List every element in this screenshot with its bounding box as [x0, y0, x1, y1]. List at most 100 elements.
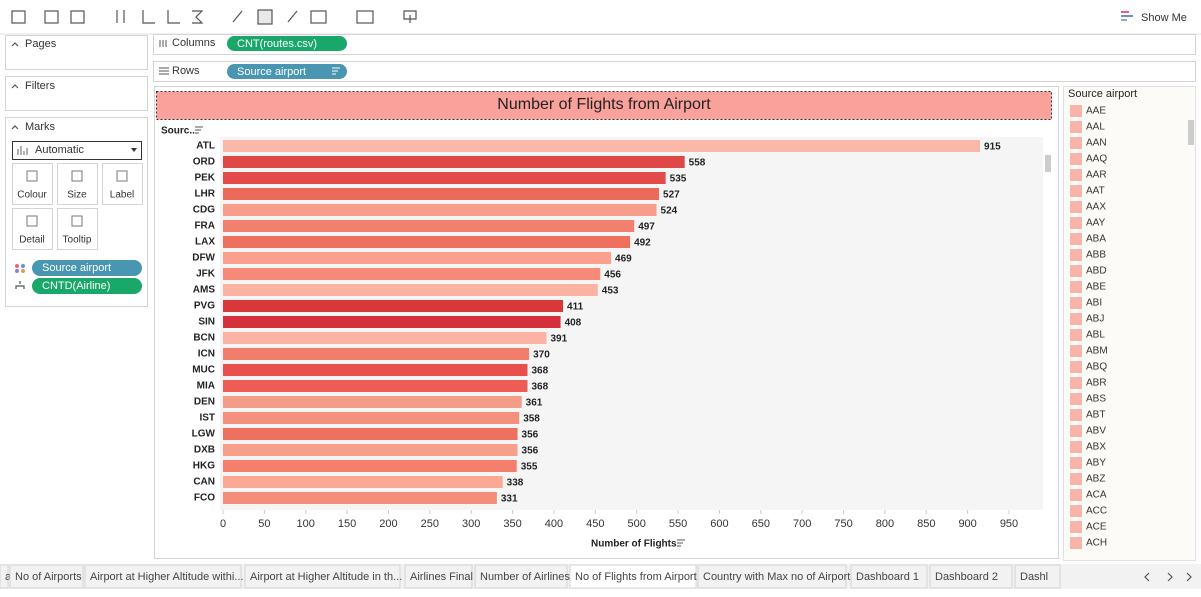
bar[interactable] — [223, 252, 612, 264]
legend-swatch[interactable] — [1070, 393, 1082, 405]
legend-label[interactable]: AAE — [1086, 106, 1106, 117]
legend-label[interactable]: AAN — [1086, 138, 1107, 149]
marks-button[interactable] — [102, 163, 143, 205]
legend-label[interactable]: ABX — [1086, 442, 1106, 453]
legend-swatch[interactable] — [1070, 425, 1082, 437]
legend-swatch[interactable] — [1070, 137, 1082, 149]
bar[interactable] — [223, 172, 666, 184]
sheet-tab[interactable] — [84, 564, 242, 589]
bar[interactable] — [223, 412, 520, 424]
legend-swatch[interactable] — [1070, 201, 1082, 213]
collapse-icon[interactable] — [11, 42, 19, 47]
pill[interactable] — [32, 260, 142, 276]
legend-label[interactable]: ABI — [1086, 298, 1102, 309]
bar[interactable] — [223, 140, 981, 152]
bar[interactable] — [223, 300, 564, 312]
legend-label[interactable]: ABD — [1086, 266, 1107, 277]
legend-label[interactable]: ACC — [1086, 506, 1107, 517]
legend-label[interactable]: ACH — [1086, 538, 1107, 549]
legend-swatch[interactable] — [1070, 329, 1082, 341]
legend-swatch[interactable] — [1070, 185, 1082, 197]
sheet-tab[interactable] — [0, 564, 9, 589]
show-me-icon[interactable] — [1121, 11, 1129, 13]
legend-swatch[interactable] — [1070, 345, 1082, 357]
legend-label[interactable]: AAL — [1086, 122, 1105, 133]
legend-swatch[interactable] — [1070, 153, 1082, 165]
bar[interactable] — [223, 268, 601, 280]
marks-button[interactable] — [57, 208, 98, 250]
legend-swatch[interactable] — [1070, 537, 1082, 549]
legend-label[interactable]: ABS — [1086, 394, 1106, 405]
show-me-button[interactable]: Show Me — [1141, 12, 1187, 24]
legend-label[interactable]: ABZ — [1086, 474, 1105, 485]
collapse-icon[interactable] — [11, 125, 19, 130]
sheet-tab[interactable] — [244, 564, 401, 589]
marks-button[interactable] — [12, 163, 53, 205]
show-me-icon[interactable] — [1121, 15, 1133, 17]
legend-swatch[interactable] — [1070, 265, 1082, 277]
marks-button[interactable] — [12, 208, 53, 250]
legend-label[interactable]: ABM — [1086, 346, 1108, 357]
sheet-tab[interactable] — [9, 564, 84, 589]
legend-label[interactable]: ABQ — [1086, 362, 1107, 373]
bar[interactable] — [223, 236, 631, 248]
sheet-tab[interactable] — [929, 564, 1013, 589]
legend-label[interactable]: AAX — [1086, 202, 1106, 213]
sheet-tab[interactable] — [404, 564, 473, 589]
legend-label[interactable]: ABE — [1086, 282, 1106, 293]
legend-label[interactable]: AAQ — [1086, 154, 1107, 165]
legend-swatch[interactable] — [1070, 233, 1082, 245]
legend-label[interactable]: AAY — [1086, 218, 1106, 229]
legend-swatch[interactable] — [1070, 521, 1082, 533]
legend-label[interactable]: ABL — [1086, 330, 1105, 341]
legend-swatch[interactable] — [1070, 121, 1082, 133]
bar[interactable] — [223, 364, 528, 376]
legend-label[interactable]: AAT — [1086, 186, 1105, 197]
legend-swatch[interactable] — [1070, 489, 1082, 501]
legend-swatch[interactable] — [1070, 505, 1082, 517]
show-me-icon[interactable] — [1121, 19, 1127, 21]
sheet-tab[interactable] — [1014, 564, 1061, 589]
legend-label[interactable]: ACA — [1086, 490, 1107, 501]
legend-swatch[interactable] — [1070, 361, 1082, 373]
bar[interactable] — [223, 444, 518, 456]
legend-swatch[interactable] — [1070, 377, 1082, 389]
tab-nav[interactable] — [1144, 572, 1192, 582]
legend-swatch[interactable] — [1070, 281, 1082, 293]
bar[interactable] — [223, 204, 657, 216]
legend-swatch[interactable] — [1070, 297, 1082, 309]
bar[interactable] — [223, 460, 517, 472]
sort-icon[interactable] — [195, 126, 203, 134]
legend-swatch[interactable] — [1070, 457, 1082, 469]
bar[interactable] — [223, 220, 635, 232]
sort-icon[interactable] — [332, 67, 340, 75]
sheet-tab[interactable] — [850, 564, 928, 589]
bar[interactable] — [223, 492, 497, 504]
legend-swatch[interactable] — [1070, 217, 1082, 229]
legend-swatch[interactable] — [1070, 249, 1082, 261]
bar[interactable] — [223, 428, 518, 440]
sheet-tab[interactable] — [474, 564, 568, 589]
pill[interactable] — [227, 64, 347, 79]
bar[interactable] — [223, 316, 561, 328]
collapse-icon[interactable] — [11, 84, 19, 89]
sort-icon[interactable] — [677, 539, 685, 547]
toolbar-icons[interactable] — [11, 9, 417, 25]
legend-swatch[interactable] — [1070, 313, 1082, 325]
bar[interactable] — [223, 156, 685, 168]
bar[interactable] — [223, 380, 528, 392]
legend-label[interactable]: ABA — [1086, 234, 1106, 245]
bar[interactable] — [223, 332, 547, 344]
pill[interactable] — [32, 278, 142, 294]
legend-label[interactable]: ABR — [1086, 378, 1107, 389]
legend-label[interactable]: AAR — [1086, 170, 1107, 181]
bar[interactable] — [223, 396, 522, 408]
bar[interactable] — [223, 188, 660, 200]
sheet-tab[interactable] — [569, 564, 697, 589]
legend-label[interactable]: ABB — [1086, 250, 1106, 261]
scrollbar[interactable] — [1045, 155, 1051, 172]
legend-label[interactable]: ABY — [1086, 458, 1106, 469]
marks-button[interactable] — [57, 163, 98, 205]
bar[interactable] — [223, 284, 598, 296]
sheet-tab[interactable] — [697, 564, 847, 589]
